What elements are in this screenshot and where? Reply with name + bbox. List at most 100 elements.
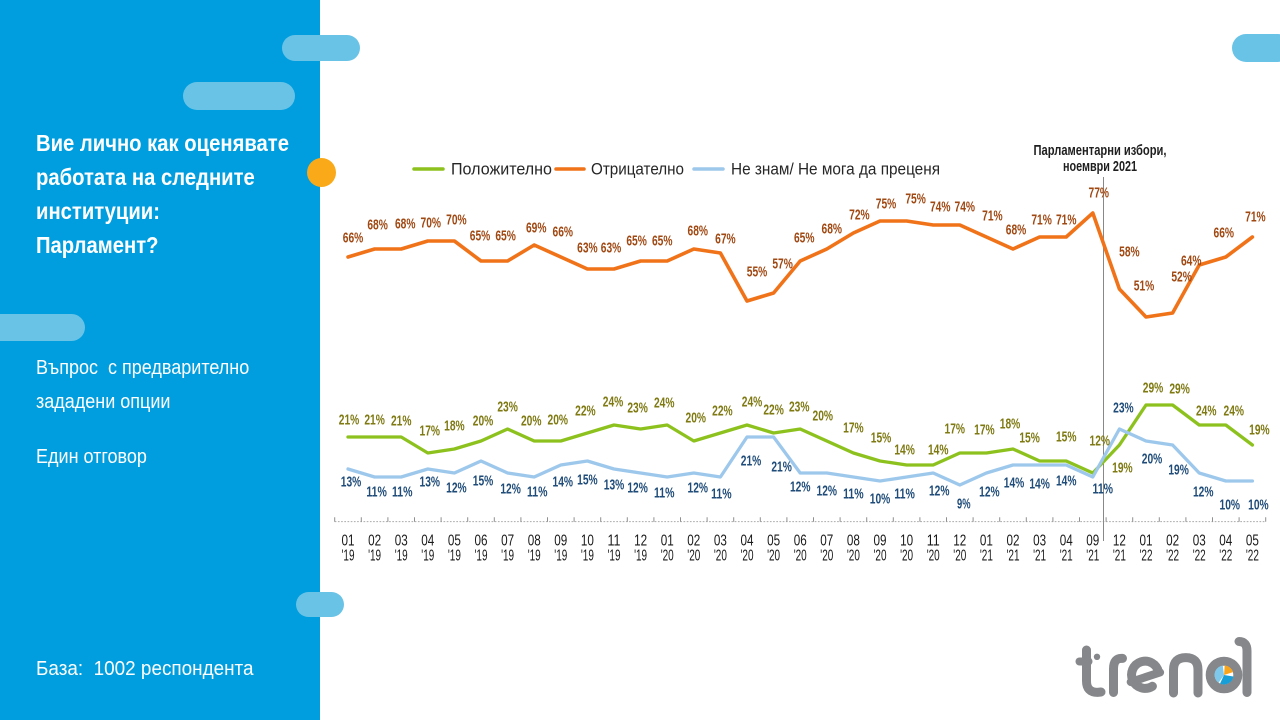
svg-text:12%: 12% xyxy=(1193,483,1214,500)
svg-text:12: 12 xyxy=(1113,533,1126,550)
svg-text:'19: '19 xyxy=(421,548,434,565)
svg-text:08: 08 xyxy=(528,533,541,550)
svg-text:12%: 12% xyxy=(817,482,838,499)
svg-text:66%: 66% xyxy=(343,229,364,246)
svg-text:18%: 18% xyxy=(1000,415,1021,432)
svg-text:68%: 68% xyxy=(822,220,843,237)
svg-text:Положително: Положително xyxy=(451,160,552,179)
svg-text:05: 05 xyxy=(1246,533,1259,550)
svg-text:71%: 71% xyxy=(982,207,1003,224)
svg-text:'22: '22 xyxy=(1140,548,1153,565)
svg-text:72%: 72% xyxy=(849,206,870,223)
svg-text:24%: 24% xyxy=(603,393,624,410)
svg-text:'19: '19 xyxy=(448,548,461,565)
svg-text:11: 11 xyxy=(608,533,621,550)
svg-text:65%: 65% xyxy=(794,229,815,246)
svg-text:14%: 14% xyxy=(894,441,915,458)
svg-text:10%: 10% xyxy=(870,490,891,507)
svg-text:10%: 10% xyxy=(1220,496,1241,513)
svg-text:18%: 18% xyxy=(444,417,465,434)
svg-text:11%: 11% xyxy=(843,485,864,502)
svg-text:21%: 21% xyxy=(741,452,762,469)
svg-text:'21: '21 xyxy=(980,548,993,565)
svg-text:11%: 11% xyxy=(711,485,732,502)
svg-text:17%: 17% xyxy=(974,421,995,438)
svg-text:'20: '20 xyxy=(687,548,700,565)
svg-text:23%: 23% xyxy=(789,398,810,415)
svg-text:02: 02 xyxy=(368,533,381,550)
svg-text:'22: '22 xyxy=(1246,548,1259,565)
svg-text:11: 11 xyxy=(927,533,940,550)
svg-text:9%: 9% xyxy=(957,495,971,512)
svg-text:19%: 19% xyxy=(1168,461,1189,478)
svg-text:'20: '20 xyxy=(661,548,674,565)
svg-text:23%: 23% xyxy=(1113,399,1134,416)
svg-text:01: 01 xyxy=(1140,533,1153,550)
svg-text:11%: 11% xyxy=(654,484,675,501)
svg-text:'19: '19 xyxy=(554,548,567,565)
svg-text:11%: 11% xyxy=(1093,480,1114,497)
svg-text:19%: 19% xyxy=(1249,421,1270,438)
svg-text:10: 10 xyxy=(581,533,594,550)
svg-text:04: 04 xyxy=(421,533,434,550)
svg-text:12: 12 xyxy=(953,533,966,550)
svg-text:21%: 21% xyxy=(391,412,412,429)
svg-text:68%: 68% xyxy=(1006,221,1027,238)
svg-text:75%: 75% xyxy=(905,190,926,207)
svg-text:'20: '20 xyxy=(741,548,754,565)
svg-text:19%: 19% xyxy=(1112,459,1133,476)
svg-text:02: 02 xyxy=(687,533,700,550)
svg-text:12%: 12% xyxy=(790,478,811,495)
svg-text:20%: 20% xyxy=(686,409,707,426)
svg-text:12%: 12% xyxy=(1090,432,1111,449)
svg-text:05: 05 xyxy=(448,533,461,550)
svg-text:15%: 15% xyxy=(1019,429,1040,446)
svg-text:'20: '20 xyxy=(820,548,833,565)
svg-text:71%: 71% xyxy=(1245,208,1266,225)
svg-text:11%: 11% xyxy=(527,483,548,500)
svg-text:64%: 64% xyxy=(1181,252,1202,269)
svg-text:'19: '19 xyxy=(368,548,381,565)
svg-text:65%: 65% xyxy=(470,227,491,244)
svg-text:63%: 63% xyxy=(601,239,622,256)
svg-text:04: 04 xyxy=(741,533,754,550)
svg-text:57%: 57% xyxy=(772,255,793,272)
svg-text:17%: 17% xyxy=(420,422,441,439)
svg-text:66%: 66% xyxy=(1214,224,1235,241)
svg-text:22%: 22% xyxy=(575,402,596,419)
svg-text:15%: 15% xyxy=(473,472,494,489)
svg-text:74%: 74% xyxy=(930,198,951,215)
svg-text:'20: '20 xyxy=(874,548,887,565)
svg-text:01: 01 xyxy=(342,533,355,550)
svg-text:24%: 24% xyxy=(742,393,763,410)
svg-text:'21: '21 xyxy=(1033,548,1046,565)
svg-text:14%: 14% xyxy=(1056,472,1077,489)
svg-text:14%: 14% xyxy=(1029,475,1050,492)
svg-text:'19: '19 xyxy=(528,548,541,565)
svg-text:03: 03 xyxy=(1033,533,1046,550)
svg-text:52%: 52% xyxy=(1171,268,1192,285)
svg-text:Отрицателно: Отрицателно xyxy=(591,160,684,179)
svg-text:13%: 13% xyxy=(420,473,441,490)
svg-text:03: 03 xyxy=(1193,533,1206,550)
svg-text:10: 10 xyxy=(900,533,913,550)
svg-text:55%: 55% xyxy=(747,263,768,280)
svg-text:'21: '21 xyxy=(1060,548,1073,565)
svg-text:20%: 20% xyxy=(521,412,542,429)
svg-text:'20: '20 xyxy=(794,548,807,565)
svg-text:13%: 13% xyxy=(341,473,362,490)
svg-text:11%: 11% xyxy=(894,485,915,502)
svg-text:11%: 11% xyxy=(366,483,387,500)
svg-text:11%: 11% xyxy=(392,483,413,500)
svg-text:12%: 12% xyxy=(979,483,1000,500)
svg-text:06: 06 xyxy=(794,533,807,550)
svg-text:22%: 22% xyxy=(712,402,733,419)
svg-text:04: 04 xyxy=(1219,533,1232,550)
svg-text:ноември 2021: ноември 2021 xyxy=(1063,158,1137,175)
svg-text:69%: 69% xyxy=(526,219,547,236)
svg-text:58%: 58% xyxy=(1119,243,1140,260)
svg-text:'20: '20 xyxy=(714,548,727,565)
svg-text:'22: '22 xyxy=(1166,548,1179,565)
svg-text:'21: '21 xyxy=(1086,548,1099,565)
svg-text:'20: '20 xyxy=(847,548,860,565)
